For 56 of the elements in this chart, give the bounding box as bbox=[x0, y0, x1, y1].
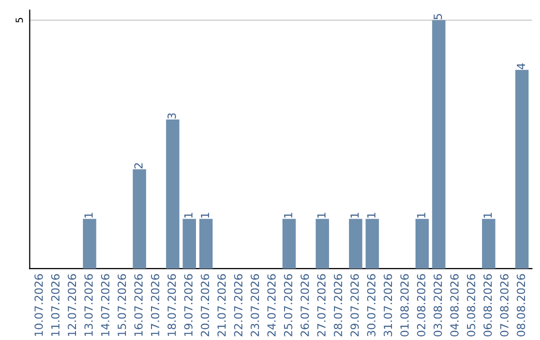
data-label: 1 bbox=[317, 212, 326, 218]
data-label: 1 bbox=[484, 212, 492, 218]
x-tick-label: 18.07.2026 bbox=[168, 274, 176, 336]
x-tick-label: 23.07.2026 bbox=[250, 274, 260, 336]
data-label: 1 bbox=[184, 212, 192, 218]
x-tick-label: 22.07.2026 bbox=[234, 274, 242, 336]
x-tick-label: 15.07.2026 bbox=[118, 274, 126, 336]
x-tick-label: 08.08.2026 bbox=[516, 274, 526, 336]
x-tick-label: 17.07.2026 bbox=[150, 274, 160, 336]
x-tick-label: 01.08.2026 bbox=[400, 274, 409, 336]
bar bbox=[432, 20, 446, 269]
x-tick-label: 21.07.2026 bbox=[217, 274, 226, 336]
bar bbox=[415, 218, 429, 269]
bar bbox=[282, 218, 296, 269]
x-tick-label: 25.07.2026 bbox=[284, 274, 292, 336]
x-tick-label: 10.07.2026 bbox=[34, 274, 43, 336]
x-tick-label: 16.07.2026 bbox=[134, 274, 143, 336]
x-tick-label: 14.07.2026 bbox=[101, 274, 110, 336]
bar bbox=[82, 218, 96, 269]
bar bbox=[199, 218, 213, 269]
data-label: 4 bbox=[516, 63, 525, 70]
bar bbox=[166, 120, 180, 269]
x-tick-label: 02.08.2026 bbox=[416, 274, 426, 336]
bar bbox=[366, 218, 379, 269]
x-tick-label: 27.07.2026 bbox=[317, 274, 326, 336]
x-tick-label: 03.08.2026 bbox=[434, 274, 442, 336]
data-label: 1 bbox=[367, 212, 376, 218]
x-tick-label: 24.07.2026 bbox=[267, 274, 276, 336]
x-tick-label: 30.07.2026 bbox=[367, 274, 376, 336]
data-label: 3 bbox=[168, 113, 176, 119]
data-label: 1 bbox=[350, 212, 359, 218]
x-tick-label: 20.07.2026 bbox=[200, 274, 210, 336]
data-label: 1 bbox=[417, 212, 426, 218]
bar bbox=[132, 169, 146, 269]
x-tick-label: 31.07.2026 bbox=[384, 274, 392, 336]
x-tick-label: 07.08.2026 bbox=[500, 274, 509, 336]
data-label: 5 bbox=[434, 14, 442, 20]
x-tick-label: 04.08.2026 bbox=[450, 274, 459, 336]
bar bbox=[482, 218, 496, 269]
x-tick-label: 13.07.2026 bbox=[84, 274, 93, 336]
x-tick-label: 12.07.2026 bbox=[68, 274, 76, 336]
x-tick-label: 29.07.2026 bbox=[350, 274, 359, 336]
x-tick-label: 06.08.2026 bbox=[483, 274, 492, 336]
x-tick-label: 28.07.2026 bbox=[334, 274, 342, 336]
data-label: 2 bbox=[134, 163, 143, 168]
x-tick-label: 05.08.2026 bbox=[466, 274, 476, 336]
x-tick-label: 26.07.2026 bbox=[300, 274, 309, 336]
data-label: 1 bbox=[200, 212, 210, 218]
x-tick-label: 19.07.2026 bbox=[184, 274, 193, 336]
data-label: 1 bbox=[84, 212, 93, 218]
bar bbox=[316, 218, 330, 269]
data-label: 1 bbox=[284, 212, 292, 218]
bar bbox=[515, 70, 529, 269]
bar bbox=[348, 218, 362, 269]
bar bbox=[182, 218, 196, 269]
x-tick-label: 11.07.2026 bbox=[51, 274, 60, 336]
